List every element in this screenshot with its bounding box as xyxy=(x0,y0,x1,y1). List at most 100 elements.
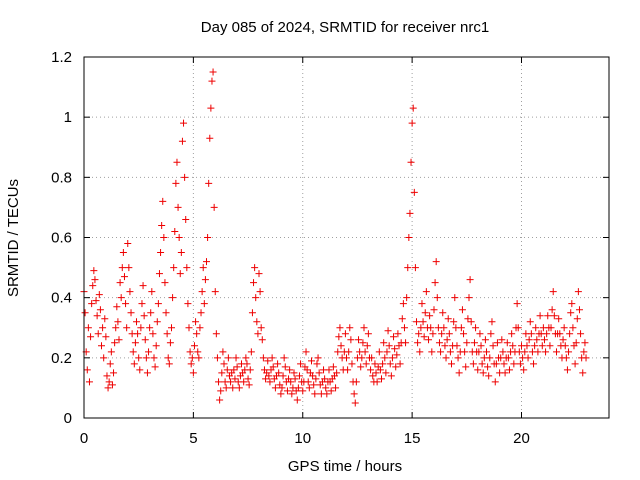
data-point xyxy=(498,336,506,344)
data-point xyxy=(514,324,522,332)
data-point xyxy=(183,264,191,272)
data-point xyxy=(488,318,496,326)
data-point xyxy=(544,312,552,320)
data-point xyxy=(343,354,350,362)
data-point xyxy=(117,294,125,302)
x-tick-label: 5 xyxy=(189,430,197,447)
x-tick-label: 0 xyxy=(80,430,88,447)
data-point xyxy=(542,348,550,356)
data-point xyxy=(332,384,340,392)
data-point xyxy=(579,369,587,377)
data-point xyxy=(274,360,282,368)
data-point xyxy=(89,282,97,290)
axis-ticks: 0 5 10 15 20 0 0.2 0.4 0.6 0.8 1 1.2 xyxy=(51,49,609,447)
data-point xyxy=(438,330,446,338)
data-point xyxy=(337,342,345,350)
data-point xyxy=(231,375,239,383)
data-point xyxy=(165,360,173,368)
data-point xyxy=(224,354,232,362)
data-point xyxy=(432,258,440,266)
data-point xyxy=(567,309,575,317)
data-point xyxy=(405,234,413,241)
data-point xyxy=(362,360,370,368)
data-point xyxy=(107,348,115,356)
data-point xyxy=(164,354,172,362)
data-point xyxy=(531,342,539,350)
data-point xyxy=(536,312,544,320)
x-tick-label: 20 xyxy=(513,430,530,447)
data-point xyxy=(457,324,465,332)
data-point xyxy=(483,348,490,356)
data-point xyxy=(411,264,419,272)
data-point xyxy=(253,318,261,326)
data-point xyxy=(145,348,153,356)
data-point xyxy=(510,360,518,368)
data-point xyxy=(373,378,381,386)
x-axis-label: GPS time / hours xyxy=(288,458,402,475)
data-point xyxy=(299,387,307,395)
y-axis-label: SRMTID / TECUs xyxy=(5,179,22,297)
data-point xyxy=(368,354,376,362)
data-point xyxy=(266,378,274,386)
data-point xyxy=(142,354,150,362)
data-point xyxy=(171,227,179,235)
data-point xyxy=(186,348,194,356)
data-point xyxy=(505,366,513,374)
data-point xyxy=(364,330,372,338)
data-point xyxy=(143,369,151,377)
data-point xyxy=(440,324,448,332)
data-point xyxy=(568,300,576,308)
data-point xyxy=(428,348,436,356)
data-point xyxy=(232,354,240,362)
data-point xyxy=(391,345,399,353)
data-point xyxy=(279,372,287,380)
data-point xyxy=(277,390,285,398)
data-point xyxy=(138,300,146,308)
data-point xyxy=(573,315,581,323)
data-point xyxy=(329,363,337,371)
data-point xyxy=(240,378,248,386)
data-point xyxy=(235,384,243,392)
data-point xyxy=(268,354,276,362)
data-point xyxy=(248,309,256,317)
data-point xyxy=(381,354,389,362)
data-point xyxy=(465,294,473,302)
data-point xyxy=(525,336,533,344)
data-point xyxy=(135,354,143,362)
data-point xyxy=(555,315,563,323)
data-point xyxy=(442,354,450,362)
data-point xyxy=(404,264,412,272)
data-point xyxy=(269,363,277,371)
data-point xyxy=(530,360,538,368)
data-point xyxy=(294,384,302,392)
data-point xyxy=(547,324,555,332)
data-point xyxy=(168,324,175,332)
data-point xyxy=(487,330,495,338)
data-point xyxy=(425,336,433,344)
data-point xyxy=(458,306,466,314)
data-point xyxy=(150,354,158,362)
data-point xyxy=(286,366,294,374)
data-point xyxy=(160,234,168,241)
data-point xyxy=(158,221,166,229)
data-point xyxy=(369,372,377,380)
data-point xyxy=(394,330,402,338)
data-point xyxy=(290,369,298,377)
data-point xyxy=(581,339,589,347)
data-point xyxy=(543,330,551,338)
data-point xyxy=(418,300,426,308)
data-point xyxy=(252,294,260,302)
data-point xyxy=(493,339,501,347)
data-point xyxy=(524,354,532,362)
data-point xyxy=(217,387,225,395)
data-point xyxy=(114,318,122,326)
data-point xyxy=(335,333,343,341)
data-point xyxy=(129,348,137,356)
data-point xyxy=(166,339,174,347)
data-point xyxy=(125,264,133,272)
data-point xyxy=(211,288,219,296)
data-point xyxy=(419,318,427,326)
data-point xyxy=(94,330,102,338)
data-point xyxy=(315,369,323,377)
